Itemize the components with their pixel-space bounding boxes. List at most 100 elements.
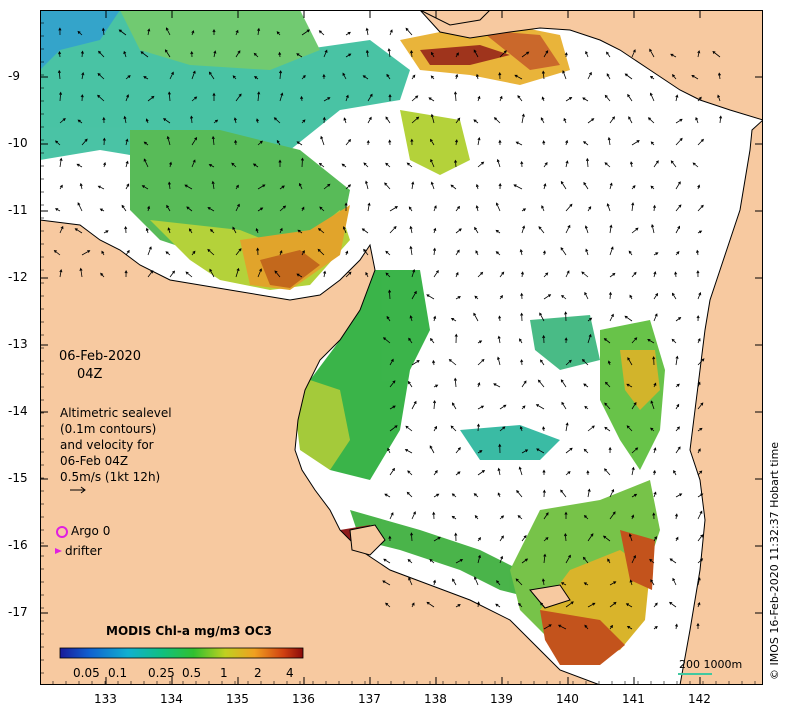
velocity-arrow-icon — [557, 624, 567, 630]
velocity-arrow-icon — [475, 73, 479, 80]
velocity-arrow-icon — [345, 250, 349, 256]
velocity-arrow-icon — [473, 49, 479, 58]
velocity-arrow-icon — [433, 384, 439, 388]
velocity-arrow-icon — [125, 249, 130, 256]
velocity-arrow-icon — [560, 379, 567, 388]
velocity-arrow-icon — [389, 29, 393, 36]
velocity-arrow-icon — [451, 515, 457, 520]
velocity-arrow-icon — [124, 225, 128, 234]
velocity-arrow-icon — [388, 139, 392, 146]
velocity-arrow-icon — [499, 515, 505, 520]
velocity-arrow-icon — [583, 181, 589, 190]
velocity-arrow-icon — [143, 158, 149, 168]
velocity-arrow-icon — [538, 226, 545, 234]
credit-text: © IMOS 16-Feb-2020 11:32:37 Hobart time — [768, 441, 781, 680]
velocity-arrow-icon — [450, 184, 457, 190]
velocity-arrow-icon — [697, 230, 703, 234]
velocity-arrow-icon — [631, 401, 637, 410]
velocity-arrow-icon — [631, 202, 635, 212]
velocity-arrow-icon — [696, 270, 700, 278]
velocity-arrow-icon — [669, 601, 677, 608]
velocity-arrow-icon — [433, 579, 437, 586]
velocity-arrow-icon — [476, 423, 480, 432]
velocity-arrow-icon — [475, 183, 479, 190]
velocity-arrow-icon — [515, 141, 523, 146]
velocity-arrow-icon — [257, 184, 266, 190]
velocity-arrow-icon — [653, 313, 658, 322]
velocity-arrow-icon — [477, 537, 482, 542]
velocity-arrow-icon — [521, 51, 530, 58]
velocity-arrow-icon — [429, 558, 435, 564]
velocity-arrow-icon — [362, 75, 369, 80]
velocity-arrow-icon — [625, 603, 633, 608]
velocity-arrow-icon — [477, 161, 485, 168]
velocity-arrow-icon — [191, 96, 198, 102]
velocity-arrow-icon — [388, 289, 392, 300]
velocity-arrow-icon — [543, 183, 547, 190]
velocity-arrow-icon — [320, 135, 325, 146]
velocity-arrow-icon — [345, 53, 352, 58]
velocity-arrow-icon — [59, 225, 64, 234]
velocity-arrow-icon — [521, 449, 529, 454]
velocity-arrow-icon — [583, 383, 589, 388]
velocity-arrow-icon — [650, 579, 655, 586]
velocity-arrow-icon — [103, 161, 107, 168]
velocity-arrow-icon — [257, 91, 261, 102]
velocity-arrow-icon — [76, 163, 83, 168]
velocity-arrow-icon — [411, 116, 420, 124]
velocity-arrow-icon — [496, 580, 501, 586]
velocity-arrow-icon — [474, 226, 479, 234]
velocity-arrow-icon — [581, 271, 589, 278]
velocity-arrow-icon — [58, 27, 62, 36]
velocity-arrow-icon — [365, 49, 369, 58]
velocity-arrow-icon — [653, 491, 657, 498]
velocity-arrow-icon — [675, 316, 682, 322]
map-axes — [39, 9, 763, 685]
legend-line: (0.1m contours) — [60, 422, 157, 436]
velocity-arrow-icon — [651, 223, 655, 234]
velocity-arrow-icon — [382, 580, 391, 586]
velocity-arrow-icon — [384, 493, 391, 498]
velocity-arrow-icon — [319, 206, 325, 212]
velocity-arrow-icon — [477, 382, 481, 388]
velocity-arrow-icon — [341, 163, 347, 168]
velocity-arrow-icon — [103, 230, 109, 234]
velocity-arrow-icon — [167, 181, 171, 190]
velocity-arrow-icon — [102, 137, 106, 146]
velocity-arrow-icon — [560, 247, 567, 256]
velocity-arrow-icon — [607, 558, 611, 564]
velocity-arrow-icon — [211, 135, 215, 146]
velocity-arrow-icon — [411, 400, 417, 410]
velocity-arrow-icon — [582, 97, 589, 102]
velocity-arrow-icon — [430, 113, 435, 124]
velocity-arrow-icon — [210, 228, 215, 234]
velocity-arrow-icon — [365, 180, 369, 190]
velocity-arrow-icon — [58, 51, 62, 58]
velocity-arrow-icon — [653, 536, 657, 542]
velocity-arrow-icon — [608, 446, 612, 454]
x-tick-label: 135 — [226, 692, 249, 706]
velocity-arrow-icon — [543, 624, 552, 630]
velocity-arrow-icon — [279, 185, 285, 190]
velocity-arrow-icon — [675, 251, 680, 256]
velocity-arrow-icon — [411, 602, 415, 608]
velocity-arrow-icon — [647, 117, 655, 124]
velocity-arrow-icon — [609, 246, 614, 256]
velocity-arrow-icon — [474, 295, 479, 300]
velocity-arrow-icon — [653, 602, 658, 608]
velocity-arrow-icon — [564, 511, 568, 519]
velocity-arrow-icon — [367, 202, 371, 212]
velocity-arrow-icon — [386, 315, 391, 322]
velocity-arrow-icon — [609, 182, 613, 190]
velocity-arrow-icon — [474, 515, 479, 520]
velocity-arrow-icon — [517, 515, 523, 520]
velocity-arrow-icon — [603, 338, 611, 344]
velocity-arrow-icon — [697, 510, 703, 520]
velocity-arrow-icon — [631, 447, 639, 454]
velocity-arrow-icon — [408, 577, 413, 586]
colorbar — [59, 647, 304, 659]
velocity-arrow-icon — [367, 93, 373, 102]
velocity-arrow-icon — [606, 73, 611, 80]
velocity-arrow-icon — [235, 93, 242, 102]
velocity-arrow-icon — [560, 582, 567, 586]
